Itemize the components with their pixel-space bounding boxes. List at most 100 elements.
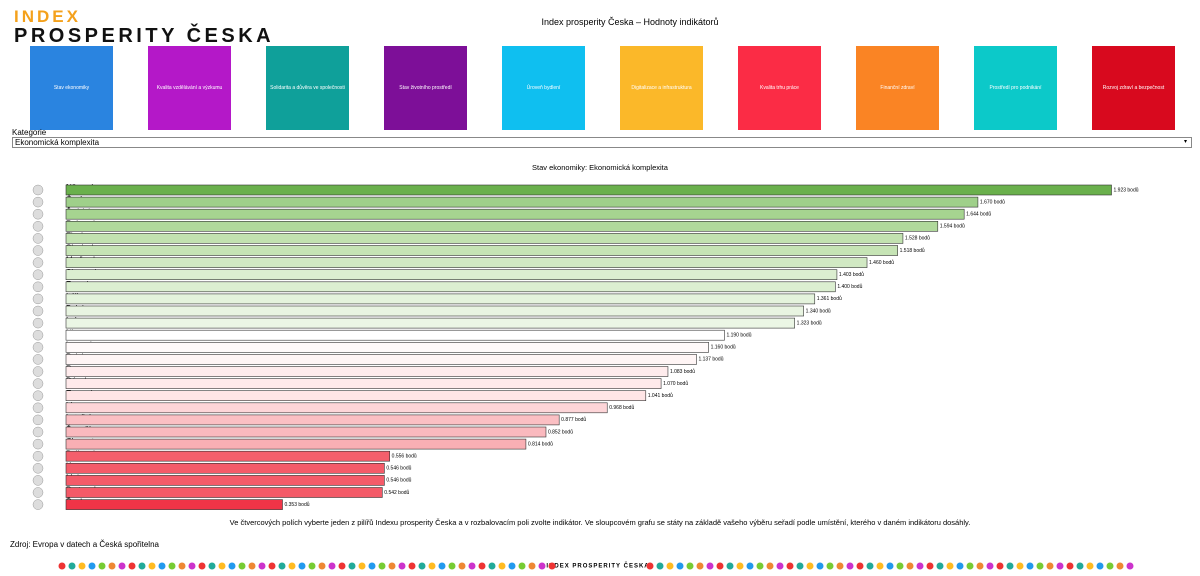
flag: [32, 499, 44, 510]
icon: [1026, 562, 1034, 570]
icon: [188, 562, 196, 570]
icon: [228, 562, 236, 570]
icon: [1066, 562, 1074, 570]
dropdown[interactable]: Ekonomická komplexita ▾: [12, 137, 1192, 148]
icon: [268, 562, 276, 570]
icon: [756, 562, 764, 570]
bar: [65, 329, 725, 341]
icon: [746, 562, 754, 570]
bar: [65, 487, 383, 498]
icon: [736, 562, 744, 570]
icon: [538, 562, 546, 570]
page-title: Index prosperity Česka – Hodnoty indikát…: [541, 17, 719, 27]
icon: [856, 562, 864, 570]
icon: [796, 562, 804, 570]
data-label: 1.518 bodů: [900, 247, 925, 254]
data-label: 1.083 bodů: [670, 368, 695, 375]
pillar-tile[interactable]: Stav ekonomiky: [30, 46, 113, 130]
icon: [1016, 562, 1024, 570]
data-label: 1.160 bodů: [711, 344, 736, 351]
icon: [368, 562, 376, 570]
data-label: 1.137 bodů: [698, 356, 723, 363]
bar: [65, 305, 804, 317]
icon: [258, 562, 266, 570]
bar: [65, 450, 390, 462]
icon: [208, 562, 216, 570]
bar: [65, 366, 669, 377]
icon: [1106, 562, 1114, 570]
icon: [248, 562, 256, 570]
icon: [438, 562, 446, 570]
flag: [32, 414, 44, 426]
icon: [666, 562, 674, 570]
pillar-tile[interactable]: Rozvoj zdraví a bezpečnost: [1092, 46, 1175, 130]
data-label: 1.070 bodů: [663, 380, 688, 387]
bar: [65, 438, 527, 450]
flag: [32, 342, 44, 353]
data-label: 1.594 bodů: [940, 223, 965, 230]
pillar-tile[interactable]: Úroveň bydlení: [502, 46, 585, 130]
icon: [418, 562, 426, 570]
flag: [32, 463, 44, 474]
icon: [288, 562, 296, 570]
bar: [65, 475, 385, 486]
icon: [408, 562, 416, 570]
icon: [158, 562, 166, 570]
icon: [826, 562, 834, 570]
flag: [32, 487, 44, 498]
pillar-tile[interactable]: Finanční zdraví: [856, 46, 939, 130]
icon: [238, 562, 246, 570]
data-label: 0.542 bodů: [384, 489, 409, 496]
bar: [65, 220, 939, 232]
bar: [65, 184, 1112, 196]
icon: [138, 562, 146, 570]
flag: [32, 233, 44, 244]
icon: [348, 562, 356, 570]
icon: [716, 562, 724, 570]
flag: [32, 366, 44, 377]
pillar-tile[interactable]: Solidarita a důvěra ve společnosti: [266, 46, 349, 130]
icon: [378, 562, 386, 570]
pillar-tile[interactable]: Stav životního prostředí: [384, 46, 467, 130]
data-label: 1.041 bodů: [648, 392, 673, 399]
pillar-tile[interactable]: Kvalita trhu práce: [738, 46, 821, 130]
icon: [1006, 562, 1014, 570]
data-label: 0.556 bodů: [392, 453, 417, 460]
icon: [686, 562, 694, 570]
icon: [458, 562, 466, 570]
pillar-tile[interactable]: Prostředí pro podnikání: [974, 46, 1057, 130]
icon: [398, 562, 406, 570]
bar: [65, 269, 838, 280]
footer-logo: INDEX PROSPERITY ČESKA: [546, 563, 649, 570]
icon: [448, 562, 456, 570]
bar: [65, 196, 979, 208]
icon: [926, 562, 934, 570]
bar: [65, 462, 385, 474]
pillar-tile[interactable]: Kvalita vzdělávání a výzkumu: [148, 46, 231, 130]
flag: [32, 378, 44, 389]
flag: [32, 426, 44, 438]
pillar-tile[interactable]: Digitalizace a infrastruktura: [620, 46, 703, 130]
icon: [68, 562, 76, 570]
icon: [1086, 562, 1094, 570]
icon: [966, 562, 974, 570]
flag: [32, 196, 44, 208]
flag: [32, 438, 44, 450]
icon: [946, 562, 954, 570]
data-label: 0.546 bodů: [386, 477, 411, 484]
bar: [65, 499, 283, 510]
icon: [1046, 562, 1054, 570]
icon: [388, 562, 396, 570]
bar: [65, 390, 647, 401]
data-label: 0.852 bodů: [548, 428, 573, 435]
bar: [65, 208, 965, 220]
icon: [108, 562, 116, 570]
icon: [528, 562, 536, 570]
icon: [976, 562, 984, 570]
icon: [508, 562, 516, 570]
icon: [198, 562, 206, 570]
chart: Stav ekonomiky: Ekonomická komplexita Ně…: [32, 163, 1139, 510]
icon: [338, 562, 346, 570]
filter-label: Kategorie: [12, 128, 47, 137]
icon: [936, 562, 944, 570]
